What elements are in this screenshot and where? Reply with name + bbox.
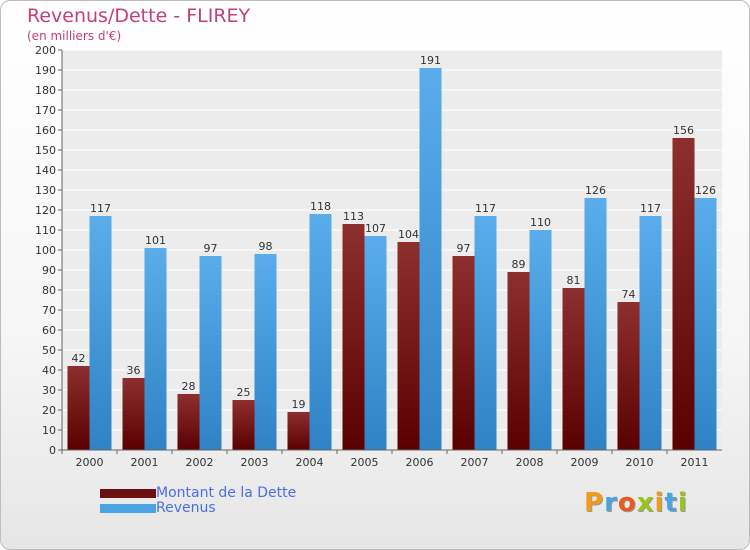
x-tick-label: 2001	[131, 456, 159, 469]
legend-swatch-revenus	[100, 504, 156, 513]
y-tick-label: 150	[35, 144, 56, 157]
revenus-bar	[694, 198, 717, 450]
debt-value-label: 81	[567, 274, 581, 287]
revenus-bar	[144, 248, 167, 450]
y-tick-label: 100	[35, 244, 56, 257]
debt-value-label: 42	[72, 352, 86, 365]
logo-letter: i	[677, 488, 688, 518]
debt-bar	[672, 138, 695, 450]
debt-bar	[122, 378, 145, 450]
y-tick-label: 20	[42, 404, 56, 417]
y-tick-label: 190	[35, 64, 56, 77]
debt-bar	[287, 412, 310, 450]
legend-label-revenus: Revenus	[156, 500, 216, 516]
revenus-bar	[419, 68, 442, 450]
debt-bar	[562, 288, 585, 450]
x-tick-label: 2004	[296, 456, 324, 469]
y-tick-label: 30	[42, 384, 56, 397]
y-tick-label: 50	[42, 344, 56, 357]
debt-value-label: 104	[398, 228, 419, 241]
debt-value-label: 28	[182, 380, 196, 393]
chart-title: Revenus/Dette - FLIREY	[27, 5, 251, 27]
debt-value-label: 89	[512, 258, 526, 271]
revenus-value-label: 101	[145, 234, 166, 247]
x-tick-label: 2010	[626, 456, 654, 469]
logo-letter: r	[604, 488, 618, 518]
debt-value-label: 113	[343, 210, 364, 223]
revenus-value-label: 97	[204, 242, 218, 255]
debt-bar	[67, 366, 90, 450]
x-tick-label: 2002	[186, 456, 214, 469]
legend-label-debt: Montant de la Dette	[156, 485, 297, 501]
logo-letter: o	[617, 488, 637, 518]
revenus-bar	[584, 198, 607, 450]
y-tick-label: 120	[35, 204, 56, 217]
x-tick-label: 2000	[76, 456, 104, 469]
y-tick-label: 200	[35, 44, 56, 57]
debt-bar	[397, 242, 420, 450]
revenus-bar	[639, 216, 662, 450]
x-tick-label: 2003	[241, 456, 269, 469]
revenus-value-label: 117	[475, 202, 496, 215]
y-tick-label: 80	[42, 284, 56, 297]
y-tick-label: 140	[35, 164, 56, 177]
y-tick-label: 40	[42, 364, 56, 377]
debt-value-label: 36	[127, 364, 141, 377]
y-tick-label: 110	[35, 224, 56, 237]
revenus-bar	[89, 216, 112, 450]
revenus-value-label: 110	[530, 216, 551, 229]
revenus-bar	[474, 216, 497, 450]
logo-letter: P	[584, 488, 605, 518]
logo-letter: i	[654, 488, 665, 518]
revenus-value-label: 126	[695, 184, 716, 197]
logo-letter: t	[664, 488, 678, 518]
revenus-bar	[364, 236, 387, 450]
legend-swatch-debt	[100, 489, 156, 498]
revenus-value-label: 117	[90, 202, 111, 215]
debt-bar	[177, 394, 200, 450]
revenus-value-label: 117	[640, 202, 661, 215]
x-tick-label: 2008	[516, 456, 544, 469]
y-tick-label: 180	[35, 84, 56, 97]
y-tick-label: 160	[35, 124, 56, 137]
revenus-value-label: 107	[365, 222, 386, 235]
y-tick-label: 10	[42, 424, 56, 437]
proxiti-logo: Proxiti	[584, 488, 688, 518]
revenus-value-label: 98	[259, 240, 273, 253]
revenus-bar	[529, 230, 552, 450]
debt-value-label: 19	[292, 398, 306, 411]
revenus-bar	[309, 214, 332, 450]
x-tick-label: 2006	[406, 456, 434, 469]
chart-subtitle: (en milliers d'€)	[27, 29, 122, 43]
revenus-value-label: 126	[585, 184, 606, 197]
logo-letter: x	[636, 488, 655, 518]
debt-value-label: 156	[673, 124, 694, 137]
debt-bar	[342, 224, 365, 450]
revenus-value-label: 118	[310, 200, 331, 213]
x-tick-label: 2009	[571, 456, 599, 469]
debt-value-label: 25	[237, 386, 251, 399]
y-tick-label: 60	[42, 324, 56, 337]
y-tick-label: 90	[42, 264, 56, 277]
revenus-value-label: 191	[420, 54, 441, 67]
revenus-bar	[199, 256, 222, 450]
debt-value-label: 97	[457, 242, 471, 255]
y-tick-label: 0	[49, 444, 56, 457]
debt-value-label: 74	[622, 288, 636, 301]
debt-bar	[617, 302, 640, 450]
x-tick-label: 2005	[351, 456, 379, 469]
debt-bar	[452, 256, 475, 450]
revenus-bar	[254, 254, 277, 450]
debt-bar	[507, 272, 530, 450]
x-tick-label: 2011	[681, 456, 709, 469]
y-tick-label: 70	[42, 304, 56, 317]
debt-bar	[232, 400, 255, 450]
y-tick-label: 130	[35, 184, 56, 197]
x-tick-label: 2007	[461, 456, 489, 469]
y-tick-label: 170	[35, 104, 56, 117]
